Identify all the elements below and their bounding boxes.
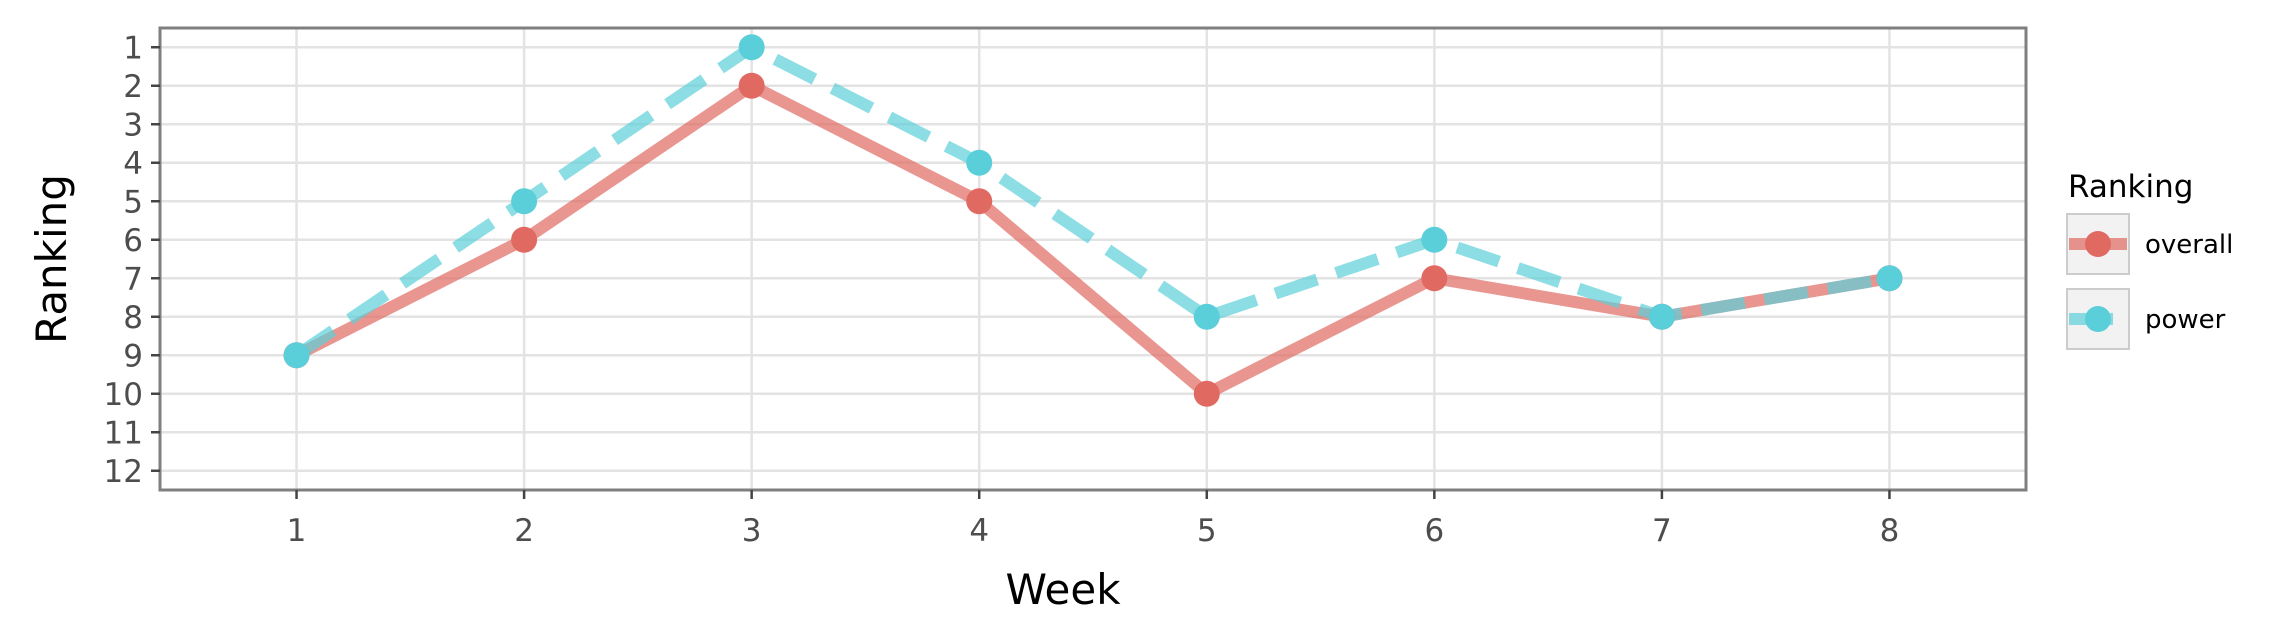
x-tick-label: 5 <box>1197 513 1217 549</box>
series-layer <box>283 34 1903 407</box>
x-tick-label: 8 <box>1880 513 1900 549</box>
x-tick-label: 4 <box>969 513 989 549</box>
y-tick-label: 11 <box>104 415 143 451</box>
y-tick-label: 6 <box>123 223 143 259</box>
data-point-overall <box>1421 265 1448 292</box>
series-line-overall <box>293 79 1891 400</box>
data-point-overall <box>966 188 993 215</box>
data-point-power <box>1876 265 1903 292</box>
legend-title: Ranking <box>2068 169 2193 205</box>
y-tick-label: 9 <box>123 338 143 374</box>
x-tick-label: 1 <box>287 513 307 549</box>
y-axis-title: Ranking <box>27 174 76 344</box>
data-point-overall <box>511 226 538 253</box>
y-tick-label: 8 <box>123 300 143 336</box>
data-point-power <box>738 34 765 61</box>
series-line-power <box>293 41 1891 361</box>
legend: Ranking overall power <box>2066 169 2233 350</box>
y-tick-label: 2 <box>123 69 143 105</box>
y-tick-label: 3 <box>123 107 143 143</box>
plot-panel-border <box>158 26 2028 492</box>
data-point-overall <box>738 72 765 99</box>
data-point-power <box>1421 226 1448 253</box>
data-point-power <box>1193 303 1220 330</box>
x-tick-label: 6 <box>1424 513 1444 549</box>
x-tick-label: 3 <box>742 513 762 549</box>
y-tick-label: 1 <box>123 30 143 66</box>
legend-point-overall <box>2085 231 2111 257</box>
y-tick-label: 5 <box>123 184 143 220</box>
x-axis-title: Week <box>1005 565 1121 614</box>
data-point-overall <box>1193 380 1220 407</box>
data-point-power <box>1648 303 1675 330</box>
y-tick-label: 10 <box>104 377 143 413</box>
x-tick-label: 2 <box>514 513 534 549</box>
legend-point-power <box>2085 306 2111 332</box>
legend-label-power: power <box>2145 305 2226 335</box>
y-tick-label: 4 <box>123 146 143 182</box>
y-tick-label: 7 <box>123 261 143 297</box>
data-point-power <box>283 342 310 369</box>
y-tick-label: 12 <box>104 454 143 490</box>
x-tick-label: 7 <box>1652 513 1672 549</box>
legend-label-overall: overall <box>2145 230 2233 260</box>
grid-lines <box>160 28 2026 490</box>
data-point-power <box>511 188 538 215</box>
data-point-power <box>966 149 993 176</box>
